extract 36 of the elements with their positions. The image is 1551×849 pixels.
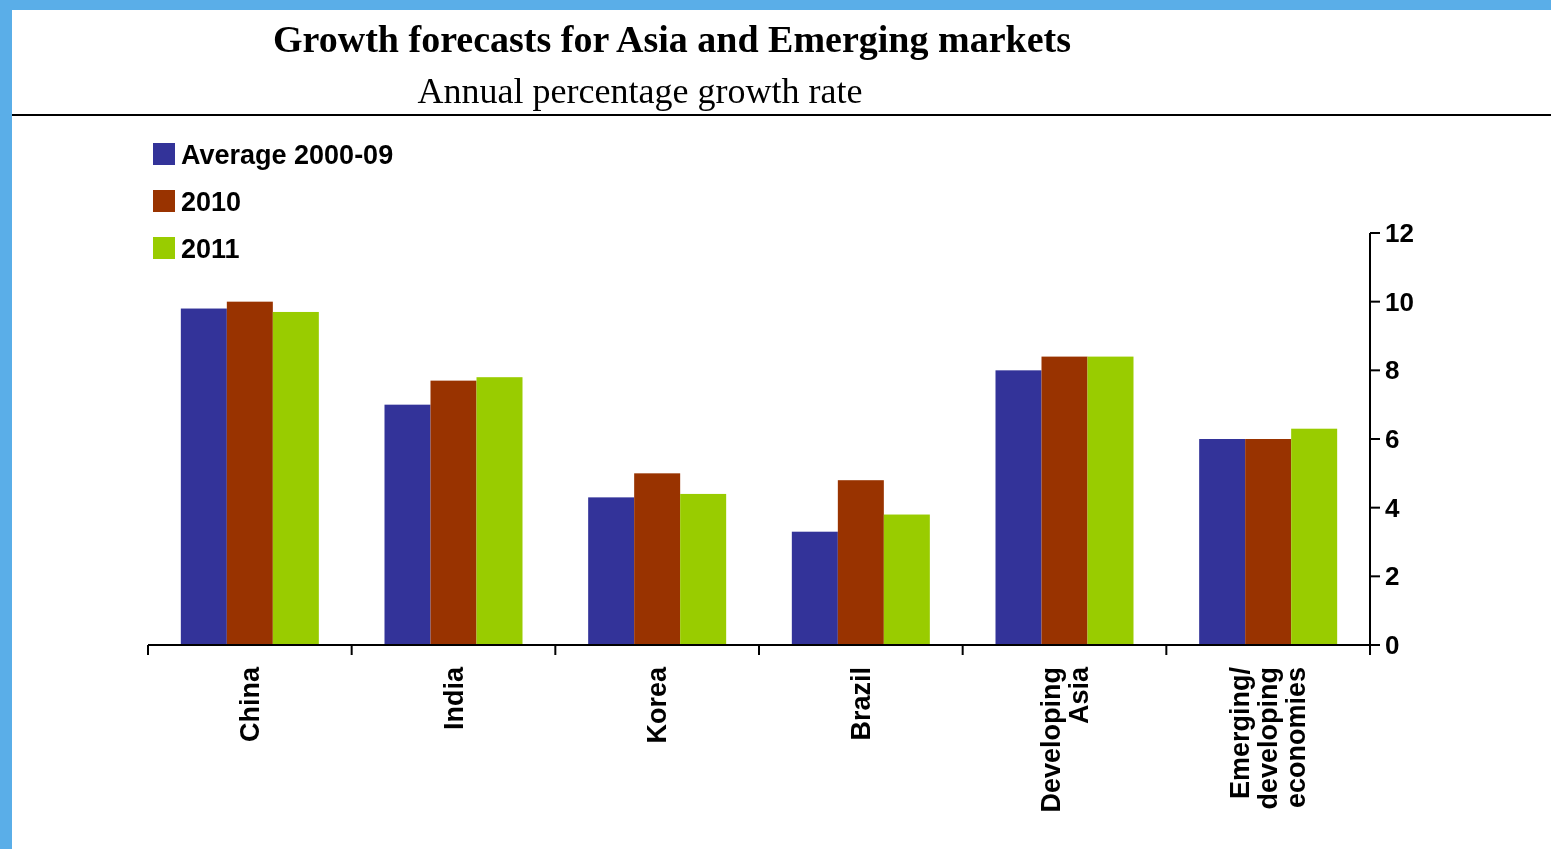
bar (272, 311, 319, 645)
x-tick-label: Emerging/ developing economies (1225, 666, 1312, 810)
bar (588, 497, 635, 645)
y-tick-label: 12 (1385, 218, 1414, 248)
chart-title: Growth forecasts for Asia and Emerging markets (273, 18, 1071, 60)
bar (883, 514, 930, 645)
bar (1041, 356, 1088, 645)
x-tick-label: India (438, 666, 469, 731)
y-tick-label: 2 (1385, 561, 1400, 592)
bar (1291, 428, 1338, 645)
x-tick-label: Korea (642, 666, 673, 744)
y-tick-label: 4 (1385, 492, 1400, 523)
chart-subtitle: Annual percentage growth rate (417, 71, 863, 111)
bar (476, 377, 523, 645)
x-tick-label: Brazil (845, 667, 876, 741)
legend-label: 2010 (181, 187, 242, 217)
y-tick-label: 10 (1385, 286, 1414, 317)
bar (1199, 439, 1246, 645)
y-tick-label: 6 (1385, 424, 1400, 454)
bar (837, 480, 884, 645)
bar (180, 308, 227, 645)
bar (791, 531, 838, 645)
bar (1087, 356, 1134, 645)
bar (1245, 439, 1292, 645)
bar (226, 301, 273, 645)
legend-label: 2011 (181, 234, 240, 264)
x-tick-label: China (234, 666, 265, 743)
bar (680, 493, 727, 645)
y-tick-label: 0 (1385, 630, 1400, 660)
bar (384, 404, 431, 645)
y-tick-label: 8 (1385, 355, 1400, 386)
bar (430, 380, 477, 645)
bar (634, 473, 681, 645)
bar (995, 370, 1042, 645)
x-tick-label: Developing Asia (1035, 666, 1094, 813)
legend-label: Average 2000-09 (181, 140, 394, 170)
